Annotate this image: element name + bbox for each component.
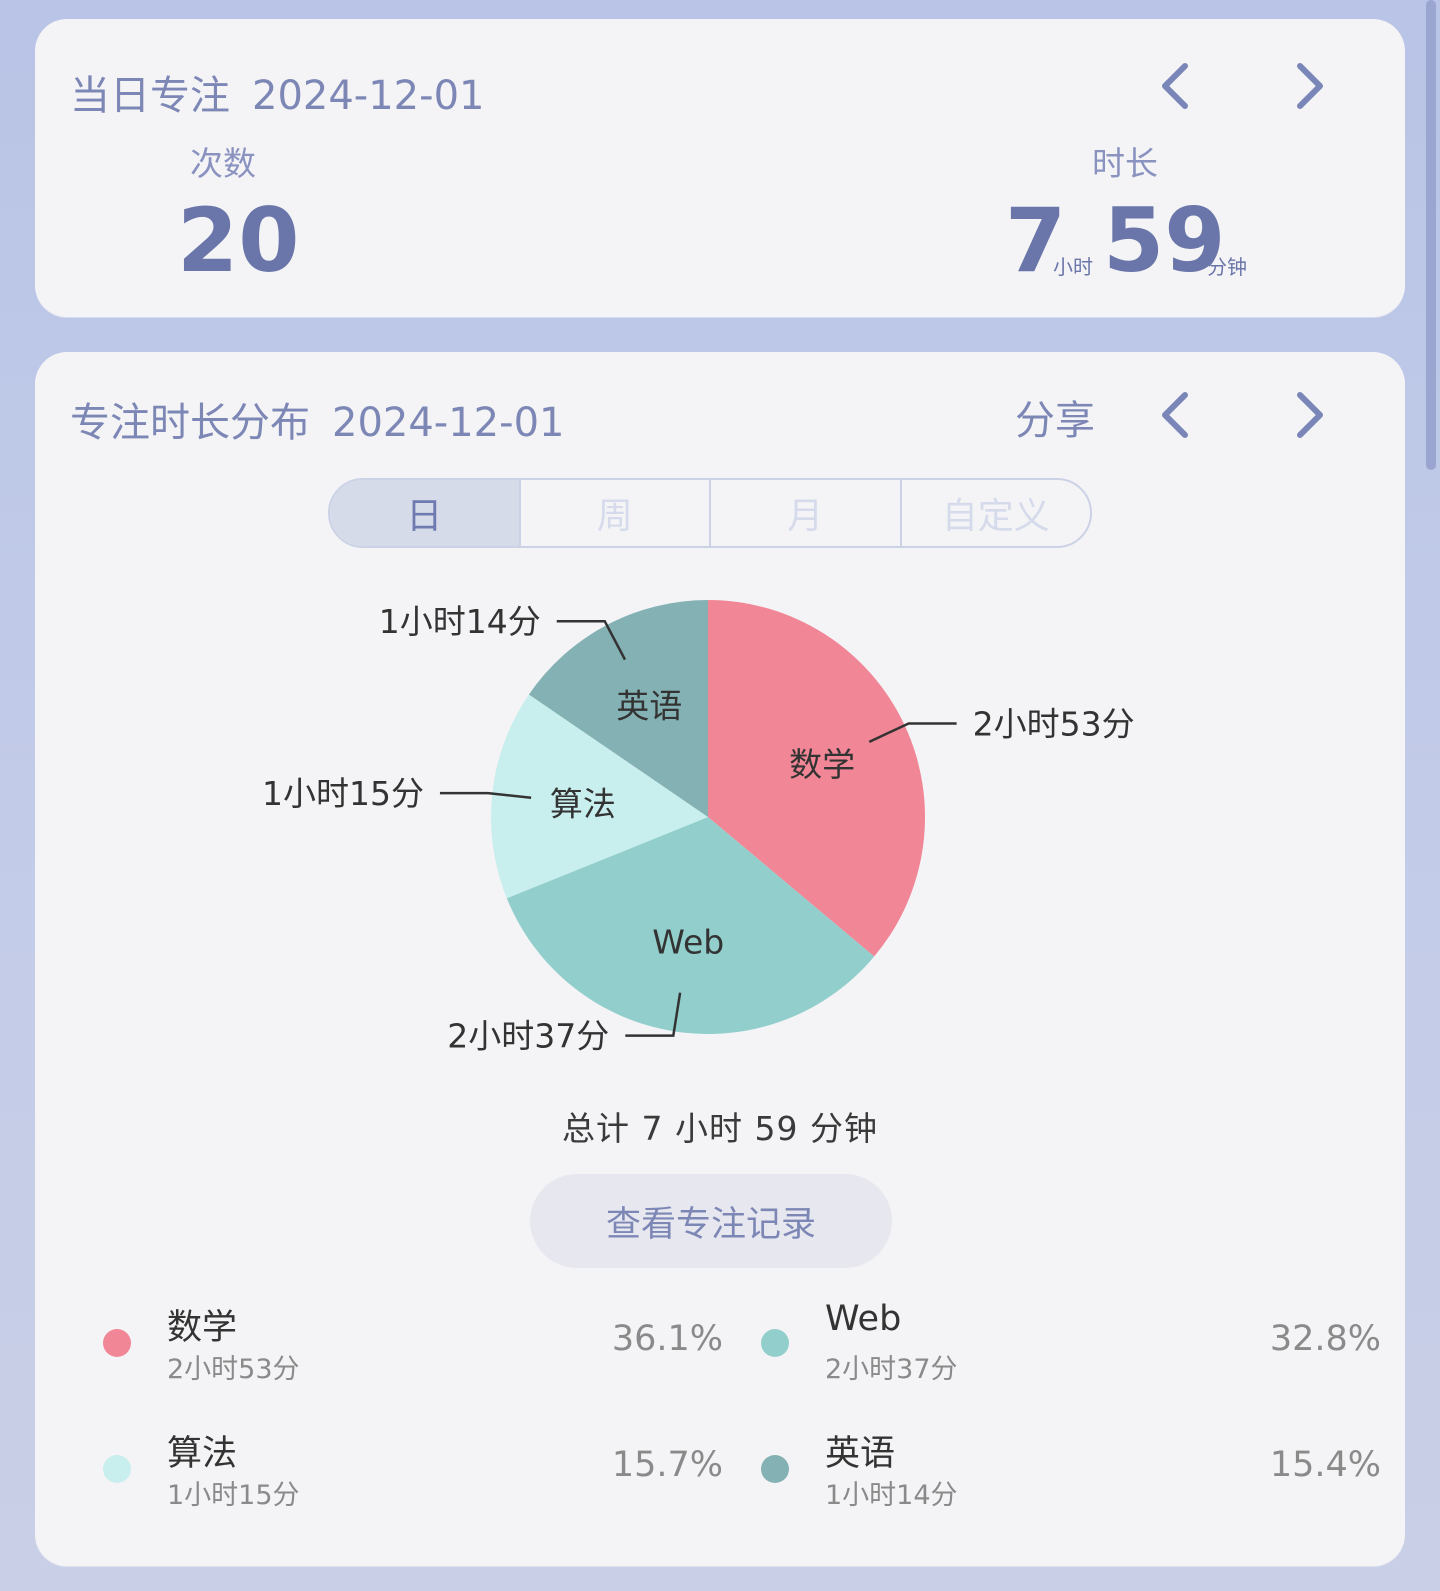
legend-name: 英语: [825, 1434, 896, 1474]
hours-unit: 小时: [1053, 255, 1093, 279]
legend-percent: 15.4%: [1269, 1445, 1381, 1485]
legend-duration: 2小时53分: [167, 1354, 300, 1385]
chevron-left-icon: [1162, 63, 1188, 109]
view-focus-records-button[interactable]: 查看专注记录: [530, 1174, 892, 1268]
legend-name: 算法: [167, 1434, 238, 1474]
legend-dot: [761, 1329, 789, 1357]
daily-focus-date: 2024-12-01: [252, 73, 485, 119]
minutes-unit: 分钟: [1207, 255, 1247, 279]
legend-dot: [103, 1455, 131, 1483]
focus-distribution-card: 专注时长分布 2024-12-01 分享 日 周 月 自定义 数学 2小时53分 We…: [35, 352, 1405, 1566]
pie-value-label: 2小时53分: [973, 704, 1135, 743]
chevron-right-icon: [1297, 63, 1323, 109]
prev-period-button[interactable]: [1155, 390, 1195, 440]
legend-item: Web 2小时37分 32.8%: [761, 1299, 1381, 1389]
total-duration: 总计 7 小时 59 分钟: [562, 1109, 878, 1148]
chevron-right-icon: [1297, 392, 1323, 438]
distribution-title: 专注时长分布 2024-12-01: [70, 390, 564, 448]
pie-slice-label: 算法: [550, 784, 616, 823]
tab-month[interactable]: 月: [711, 480, 902, 546]
legend-duration: 2小时37分: [825, 1354, 958, 1385]
share-button[interactable]: 分享: [1015, 398, 1095, 444]
chevron-left-icon: [1162, 392, 1188, 438]
pie-value-label: 2小时37分: [447, 1017, 609, 1056]
hours-value: 7: [1005, 189, 1067, 292]
daily-focus-card: 当日专注 2024-12-01 次数 20 时长 7 小时 59 分钟: [35, 19, 1405, 317]
legend-percent: 15.7%: [611, 1445, 723, 1485]
pie-slice-label: 数学: [789, 745, 855, 784]
page-scrollbar[interactable]: [1426, 0, 1436, 470]
legend-dot: [761, 1455, 789, 1483]
tab-day[interactable]: 日: [330, 480, 521, 546]
prev-day-button[interactable]: [1155, 61, 1195, 111]
tab-custom[interactable]: 自定义: [941, 496, 1050, 537]
minutes-value: 59: [1103, 189, 1226, 292]
legend-percent: 36.1%: [611, 1319, 723, 1359]
pie-slice: [708, 600, 925, 957]
legend-percent: 32.8%: [1269, 1319, 1381, 1359]
pie-slice-label: Web: [652, 922, 724, 961]
legend-duration: 1小时14分: [825, 1480, 958, 1511]
next-period-button[interactable]: [1290, 390, 1330, 440]
daily-focus-title-text: 当日专注: [70, 73, 230, 119]
daily-focus-title: 当日专注 2024-12-01: [70, 63, 484, 121]
legend-duration: 1小时15分: [167, 1480, 300, 1511]
pie-value-label: 1小时15分: [262, 774, 424, 813]
legend-item: 英语 1小时14分 15.4%: [761, 1425, 1381, 1515]
pie-slice: [528, 600, 708, 817]
next-day-button[interactable]: [1290, 61, 1330, 111]
pie-leader-line: [625, 992, 682, 1037]
pie-leader-line: [556, 619, 627, 661]
count-value: 20: [177, 189, 300, 292]
legend-item: 数学 2小时53分 36.1%: [103, 1299, 723, 1389]
pie-value-label: 1小时14分: [379, 602, 541, 641]
legend-name: Web: [825, 1299, 902, 1339]
pie-slice: [490, 694, 708, 899]
legend-item: 算法 1小时15分 15.7%: [103, 1425, 723, 1515]
period-segmented-control: 日 周 月 自定义: [328, 478, 1092, 548]
distribution-title-text: 专注时长分布: [70, 400, 310, 446]
pie-leader-line: [868, 722, 957, 743]
tab-week[interactable]: 周: [521, 480, 711, 546]
focus-pie-chart: 数学 2小时53分 Web 2小时37分 算法 1小时15分 英语 1小时14分: [262, 600, 1135, 1056]
pie-leader-line: [439, 791, 532, 800]
legend-dot: [103, 1329, 131, 1357]
distribution-date: 2024-12-01: [332, 400, 565, 446]
pie-slice: [506, 817, 875, 1034]
pie-slice-label: 英语: [616, 687, 682, 726]
legend-name: 数学: [167, 1308, 238, 1348]
count-label: 次数: [190, 144, 256, 183]
duration-label: 时长: [1092, 144, 1158, 183]
